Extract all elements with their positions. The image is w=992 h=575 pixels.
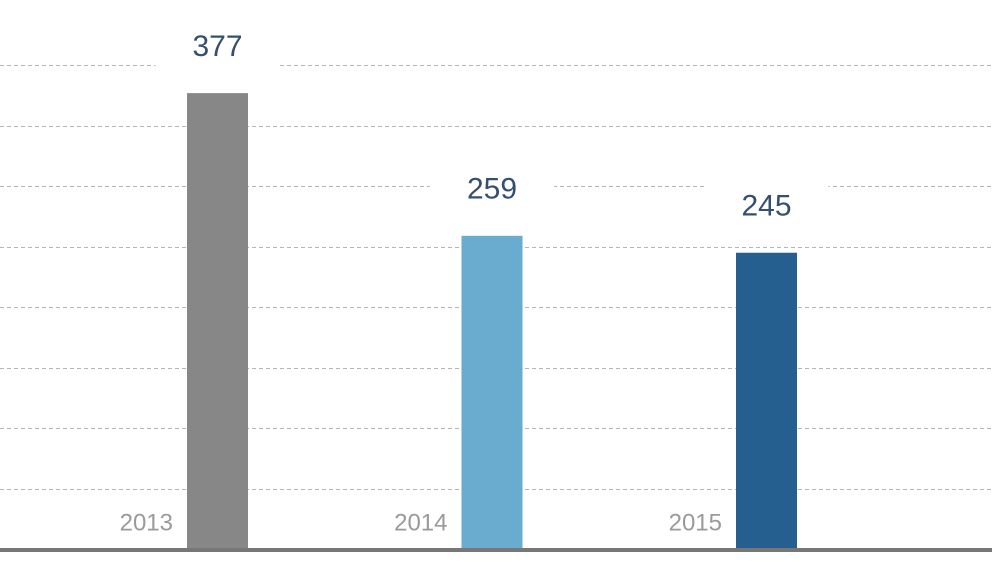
label-backdrop — [704, 185, 829, 230]
value-label: 377 — [192, 30, 242, 63]
bar — [461, 235, 523, 550]
value-label: 259 — [467, 173, 517, 206]
bar — [736, 252, 797, 550]
bar — [187, 93, 248, 549]
value-label: 245 — [741, 190, 791, 223]
label-backdrop — [430, 168, 554, 213]
x-tick-label: 2015 — [669, 509, 722, 536]
x-tick-label: 2014 — [394, 509, 447, 536]
label-backdrop — [155, 26, 280, 71]
x-tick-label: 2013 — [120, 509, 173, 536]
